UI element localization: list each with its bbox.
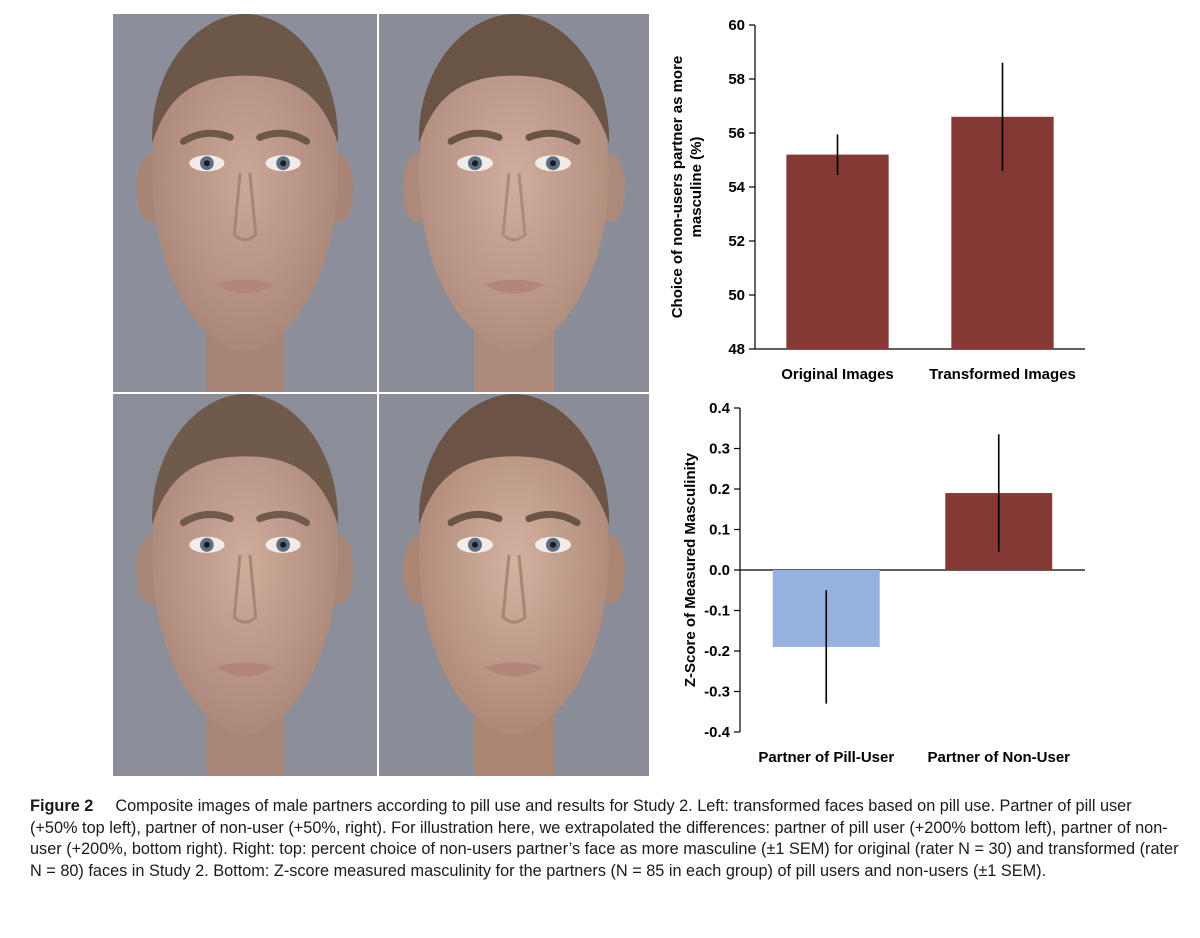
composite-faces-panel: [113, 14, 649, 776]
y-tick-label: 60: [728, 17, 745, 34]
category-label: Original Images: [781, 366, 894, 383]
category-label: Partner of Pill-User: [758, 749, 894, 766]
chart-masculinity-choice: 48 50 52 54 56 58 60 Original Images Transformed…: [669, 17, 1085, 383]
head: [419, 422, 609, 736]
hair: [418, 14, 610, 144]
y-tick-label: 0.4: [709, 400, 731, 417]
y-tick-label: 54: [728, 179, 745, 196]
figure-caption: Figure 2 Composite images of male partner…: [30, 796, 1180, 882]
left-brow: [179, 129, 234, 145]
mouth: [484, 662, 544, 677]
right-brow: [256, 129, 311, 145]
mouth: [484, 279, 544, 294]
face-partner-of-non-user-50: [379, 14, 649, 392]
figure-label: Figure 2: [30, 797, 94, 815]
pupil: [550, 541, 556, 548]
caption-text: Composite images of male partners accord…: [30, 797, 1179, 880]
nose: [501, 554, 527, 624]
y-axis-title: Choice of non-users partner as more: [669, 56, 686, 319]
y-tick-label: -0.3: [704, 684, 730, 701]
y-tick-label: 0.2: [709, 481, 730, 498]
pupil: [472, 160, 478, 167]
mouth: [215, 279, 275, 294]
left-brow: [179, 510, 234, 527]
category-label: Transformed Images: [929, 366, 1076, 383]
nose: [232, 554, 258, 624]
pupil: [472, 541, 478, 548]
y-axis-title: Z-Score of Measured Masculinity: [682, 452, 699, 687]
pupil: [203, 541, 210, 548]
y-tick-label: -0.4: [704, 724, 731, 741]
y-tick-label: 48: [728, 341, 745, 358]
y-tick-label: 0.3: [709, 441, 730, 458]
pupil: [280, 160, 287, 167]
head: [419, 41, 609, 353]
pupil: [203, 160, 210, 167]
pupil: [550, 160, 556, 167]
y-axis-title: masculine (%): [688, 137, 705, 238]
nose: [232, 173, 258, 242]
right-brow: [525, 129, 581, 145]
left-brow: [447, 129, 503, 145]
nose: [501, 173, 527, 242]
y-tick-label: 58: [728, 71, 745, 88]
face-partner-of-non-user-200: [379, 394, 649, 776]
y-tick-label: 0.1: [709, 522, 730, 539]
head: [152, 422, 338, 736]
right-brow: [256, 510, 311, 527]
right-brow: [525, 510, 581, 527]
hair: [152, 14, 338, 144]
y-tick-label: -0.1: [704, 603, 730, 620]
y-tick-label: -0.2: [704, 643, 730, 660]
category-label: Partner of Non-User: [927, 749, 1070, 766]
head: [152, 41, 338, 353]
pupil: [280, 541, 287, 548]
bar: [786, 154, 889, 349]
chart-z-score-masculinity: -0.4 -0.3 -0.2 -0.1 0.0 0.1 0.2 0.3 0.4 Partner o…: [682, 400, 1085, 766]
hair: [418, 394, 610, 525]
face-partner-of-pill-user-200: [113, 394, 377, 776]
y-tick-label: 0.0: [709, 562, 730, 579]
y-tick-label: 52: [728, 233, 745, 250]
y-tick-label: 50: [728, 287, 745, 304]
y-tick-label: 56: [728, 125, 745, 142]
hair: [152, 394, 338, 525]
left-brow: [447, 510, 503, 527]
face-partner-of-pill-user-50: [113, 14, 377, 392]
mouth: [215, 662, 275, 677]
